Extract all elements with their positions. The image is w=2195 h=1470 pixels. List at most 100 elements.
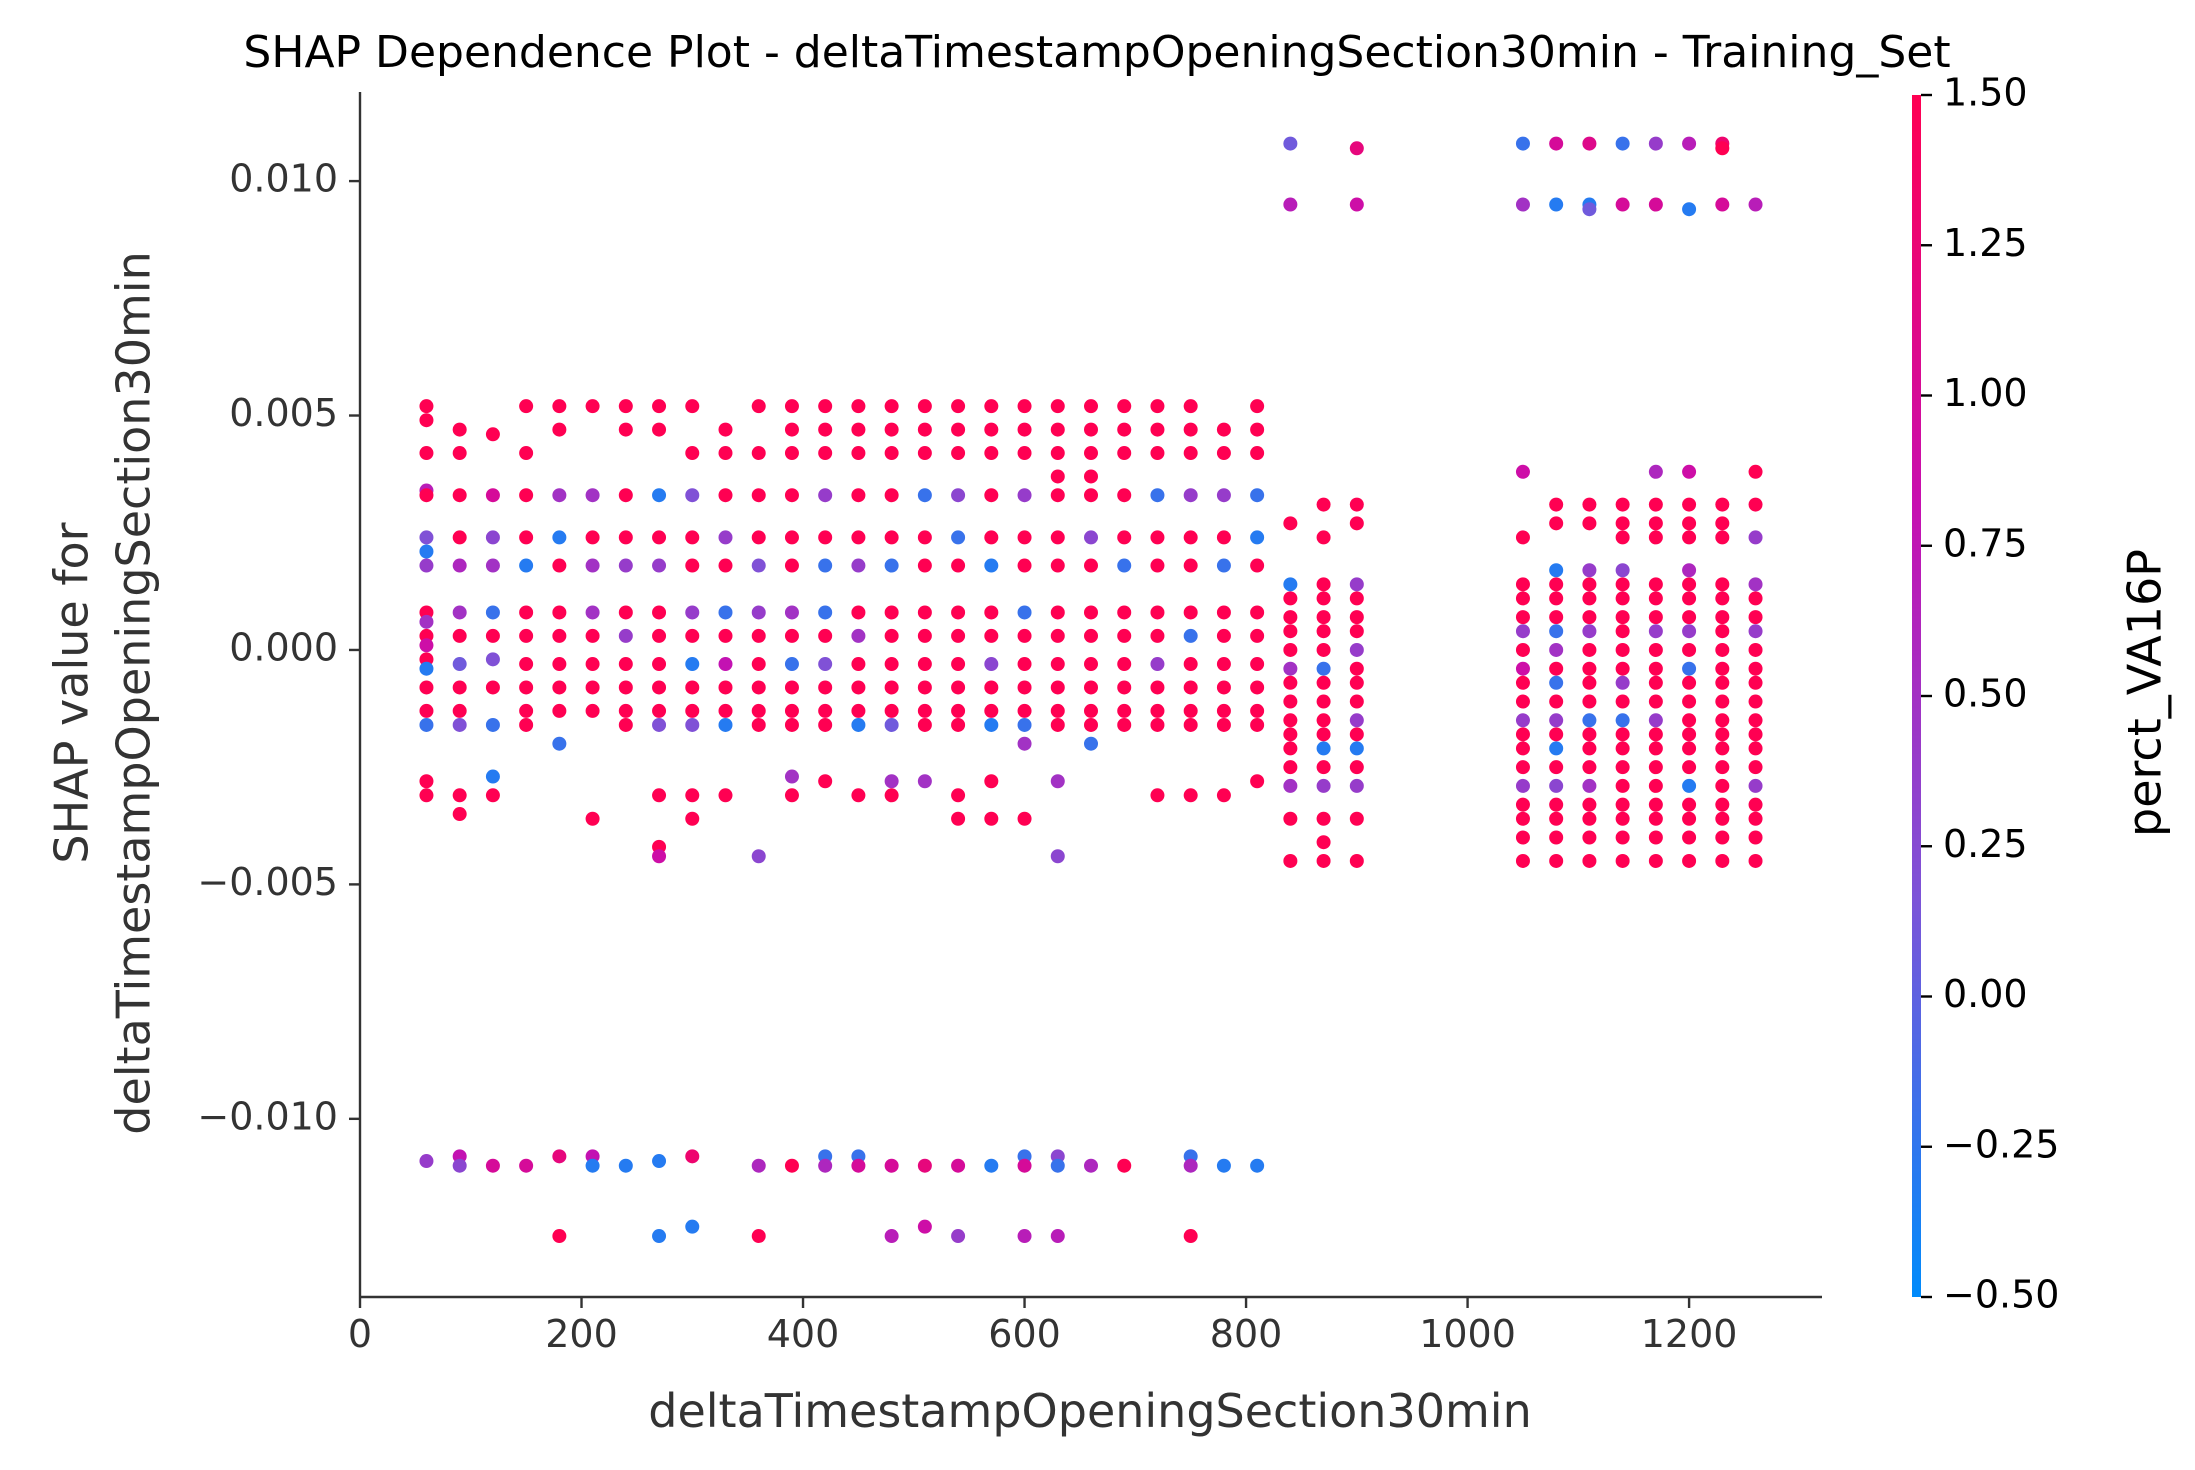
data-point (951, 558, 966, 573)
data-point (552, 422, 567, 437)
data-point (1582, 713, 1597, 728)
data-point (419, 717, 434, 732)
data-point (1748, 778, 1763, 793)
data-point (1515, 713, 1530, 728)
data-point (685, 657, 700, 672)
data-point (1648, 497, 1663, 512)
data-point (452, 657, 467, 672)
data-point (485, 488, 500, 503)
data-point (585, 530, 600, 545)
data-point (519, 680, 534, 695)
data-point (1648, 136, 1663, 151)
data-point (1682, 694, 1697, 709)
data-point (1648, 577, 1663, 592)
data-point (1582, 853, 1597, 868)
data-point (718, 446, 733, 461)
data-point (1316, 591, 1331, 606)
data-point (1250, 703, 1265, 718)
data-point (1084, 628, 1098, 643)
data-point (751, 446, 766, 461)
data-point (1515, 197, 1530, 212)
data-point (884, 530, 899, 545)
data-point (1615, 760, 1630, 775)
data-point (452, 422, 467, 437)
data-point (718, 422, 733, 437)
colorbar-tick-label: 1.50 (1943, 71, 2028, 115)
data-point (1582, 563, 1597, 578)
data-point (685, 488, 700, 503)
data-point (1250, 422, 1265, 437)
data-point (1648, 197, 1663, 212)
data-point (1017, 703, 1032, 718)
data-point (951, 605, 966, 620)
data-point (818, 446, 833, 461)
data-point (984, 488, 999, 503)
data-point (1549, 610, 1564, 625)
data-point (1648, 464, 1663, 479)
data-point (585, 1158, 600, 1173)
data-point (419, 774, 434, 789)
data-point (1183, 605, 1198, 620)
data-point (1349, 577, 1364, 592)
data-point (1615, 811, 1630, 826)
data-point (1183, 399, 1198, 414)
scatter-points (419, 136, 1763, 1244)
data-point (1648, 530, 1663, 545)
data-point (718, 488, 733, 503)
data-point (1017, 736, 1032, 751)
data-point (1748, 830, 1763, 845)
data-point (1216, 422, 1231, 437)
data-point (419, 638, 434, 653)
data-point (1515, 675, 1530, 690)
data-point (818, 717, 833, 732)
data-point (818, 558, 833, 573)
data-point (452, 680, 467, 695)
data-point (1715, 778, 1730, 793)
data-point (951, 680, 966, 695)
data-point (1150, 657, 1165, 672)
data-point (1715, 197, 1730, 212)
data-point (784, 788, 799, 803)
data-point (419, 488, 434, 503)
data-point (1017, 1158, 1032, 1173)
data-point (784, 680, 799, 695)
data-point (1615, 563, 1630, 578)
data-point (1515, 760, 1530, 775)
data-point (1250, 399, 1265, 414)
data-point (618, 680, 633, 695)
data-point (1084, 422, 1098, 437)
data-point (1017, 1229, 1032, 1244)
data-point (1283, 727, 1298, 742)
data-point (1582, 694, 1597, 709)
data-point (552, 399, 567, 414)
data-point (1017, 422, 1032, 437)
data-point (1183, 628, 1198, 643)
data-point (552, 657, 567, 672)
data-point (784, 703, 799, 718)
data-point (585, 399, 600, 414)
x-axis-label: deltaTimestampOpeningSection30min (648, 1384, 1531, 1438)
data-point (1748, 694, 1763, 709)
data-point (1715, 141, 1730, 156)
data-point (1615, 694, 1630, 709)
data-point (1615, 741, 1630, 756)
data-point (1582, 661, 1597, 676)
data-point (1050, 446, 1065, 461)
data-point (1150, 788, 1165, 803)
data-point (1084, 680, 1098, 695)
data-point (1615, 778, 1630, 793)
data-point (1515, 136, 1530, 151)
data-point (1582, 642, 1597, 657)
data-point (1515, 830, 1530, 845)
colorbar-tick-label: 1.00 (1943, 371, 2028, 415)
data-point (1283, 853, 1298, 868)
data-point (652, 605, 667, 620)
data-point (1648, 675, 1663, 690)
data-point (1349, 741, 1364, 756)
data-point (1316, 642, 1331, 657)
data-point (1250, 558, 1265, 573)
data-point (1283, 694, 1298, 709)
data-point (851, 717, 866, 732)
data-point (751, 703, 766, 718)
